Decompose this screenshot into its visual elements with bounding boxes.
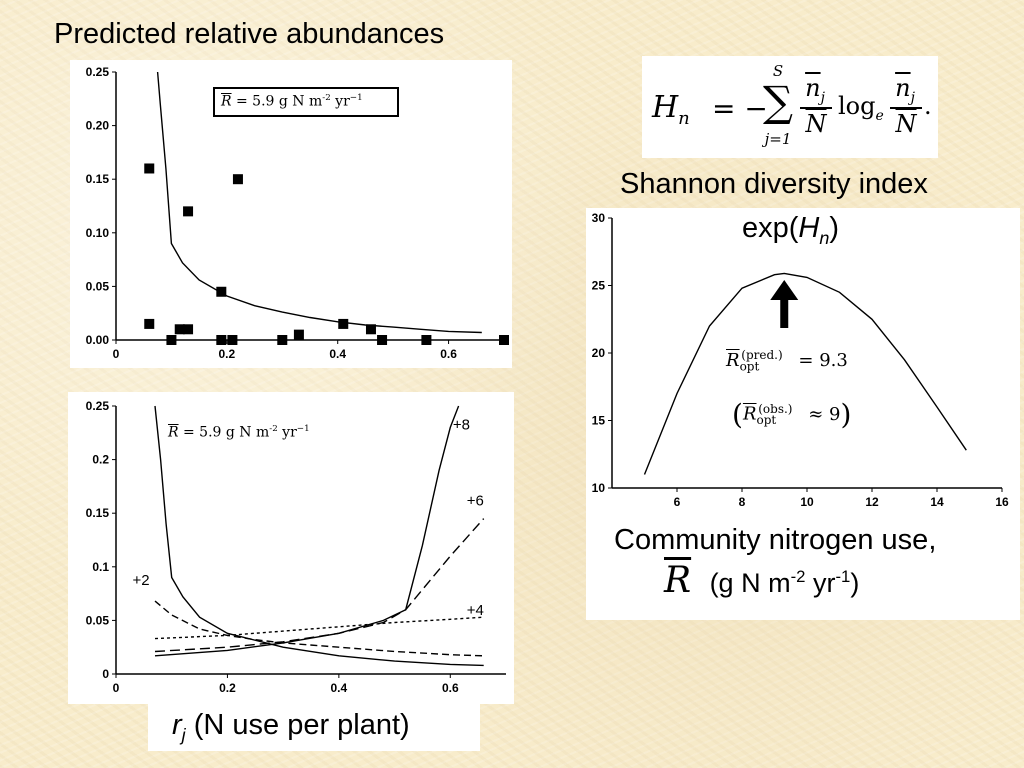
- series-label: +2: [133, 572, 150, 589]
- y-tick-label: 0.25: [86, 399, 110, 413]
- y-tick-label: 30: [592, 211, 606, 225]
- y-tick-label: 0.00: [86, 333, 110, 347]
- data-point: [365, 324, 376, 335]
- y-tick-label: 0.15: [86, 506, 110, 520]
- data-point: [293, 329, 304, 340]
- data-point: [499, 335, 509, 345]
- series-label: +6: [467, 493, 484, 510]
- r-bar-symbol: R: [168, 424, 179, 441]
- x-tick-label: 0.2: [219, 681, 236, 695]
- y-tick-label: 0.10: [86, 226, 110, 240]
- y-tick-label: 0.05: [86, 279, 110, 293]
- data-point: [277, 335, 288, 345]
- r-symbol: r: [172, 709, 182, 741]
- x-tick-label: 12: [865, 495, 879, 509]
- abundance-by-n-use-chart: 0 0.05 0.1 0.15 0.2 0.25 0 0.2 0.4 0.6 +8 +6 +4 +2: [86, 399, 506, 695]
- slide-title: Predicted relative abundances: [54, 18, 445, 50]
- shannon-formula: Hn = − S ∑ j=1 nj N loge nj N .: [642, 56, 938, 158]
- x-tick-label: 10: [800, 495, 814, 509]
- y-tick-label: 0.2: [92, 453, 109, 467]
- predicted-curve: [156, 71, 482, 334]
- chart2-annotation: R = 5.9 g N m-2 yr−1: [168, 424, 310, 441]
- x-tick-label: 0.4: [331, 681, 348, 695]
- y-tick-label: 25: [592, 279, 606, 293]
- data-point: [183, 324, 194, 335]
- series-line: [154, 405, 460, 657]
- data-point: [144, 163, 155, 174]
- data-point: [144, 318, 155, 329]
- x-tick-label: 0.2: [219, 347, 236, 361]
- r-bar-symbol: R: [221, 93, 232, 110]
- ropt-obs-label: (Ropt(obs.) ≈ 9): [732, 398, 852, 431]
- data-point: [166, 335, 177, 345]
- exp-hn-label: exp(Hn): [742, 212, 840, 248]
- diversity-curve: [643, 272, 967, 475]
- x-axis-caption: rj (N use per plant): [148, 703, 480, 751]
- y-tick-label: 0.1: [92, 560, 109, 574]
- y-tick-label: 10: [592, 481, 606, 495]
- x-tick-label: 6: [674, 495, 681, 509]
- optimum-arrow-head: [770, 280, 799, 300]
- chart1-annotation-box: R = 5.9 g N m-2 yr−1: [213, 87, 399, 117]
- relative-abundance-chart-panel: 0.00 0.05 0.10 0.15 0.20 0.25 0 0.2 0.4 0.6 R = 5…: [70, 60, 512, 368]
- data-point: [421, 335, 432, 345]
- y-tick-label: 0: [102, 667, 109, 681]
- series-line: [154, 600, 484, 657]
- chart1-annotation-text: = 5.9 g N m: [231, 93, 323, 110]
- x-tick-label: 0.4: [329, 347, 346, 361]
- summation-symbol: ∑: [763, 77, 793, 126]
- community-n-use-label: Community nitrogen use,: [614, 524, 937, 556]
- y-tick-label: 0.15: [86, 172, 110, 186]
- x-tick-label: 0: [113, 681, 120, 695]
- r-bar-symbol: R: [664, 560, 692, 601]
- y-tick-label: 15: [592, 414, 606, 428]
- data-point: [377, 335, 388, 345]
- x-tick-label: 0.6: [440, 347, 457, 361]
- y-tick-label: 0.25: [86, 65, 110, 79]
- x-tick-label: 16: [995, 495, 1009, 509]
- diversity-chart: 10 15 20 25 30 6 8 10 12 14 16: [592, 211, 1009, 509]
- y-tick-label: 20: [592, 346, 606, 360]
- relative-abundance-chart: 0.00 0.05 0.10 0.15 0.20 0.25 0 0.2 0.4 0.6: [86, 65, 509, 361]
- x-tick-label: 14: [930, 495, 944, 509]
- x-tick-label: 0: [113, 347, 120, 361]
- series-label: +8: [453, 417, 470, 434]
- data-point: [216, 335, 227, 345]
- data-point: [216, 286, 227, 297]
- ropt-pred-label: Ropt(pred.) = 9.3: [726, 348, 848, 374]
- y-tick-label: 0.05: [86, 613, 110, 627]
- data-point: [232, 174, 243, 185]
- series-line: [154, 405, 484, 667]
- community-units-line: R (g N m-2 yr-1): [664, 560, 860, 601]
- series-line: [154, 518, 485, 653]
- data-point: [174, 324, 185, 335]
- y-tick-label: 0.20: [86, 119, 110, 133]
- data-point: [338, 318, 349, 329]
- diversity-chart-panel: 10 15 20 25 30 6 8 10 12 14 16 exp(Hn) Ropt(pred.)…: [586, 208, 1020, 620]
- x-tick-label: 8: [739, 495, 746, 509]
- x-tick-label: 0.6: [442, 681, 459, 695]
- shannon-label: Shannon diversity index: [620, 168, 928, 200]
- abundance-by-n-use-chart-panel: 0 0.05 0.1 0.15 0.2 0.25 0 0.2 0.4 0.6 +8 +6 +4 +2 R …: [68, 392, 514, 704]
- data-point: [183, 206, 194, 217]
- series-label: +4: [467, 602, 484, 619]
- data-point: [227, 335, 238, 345]
